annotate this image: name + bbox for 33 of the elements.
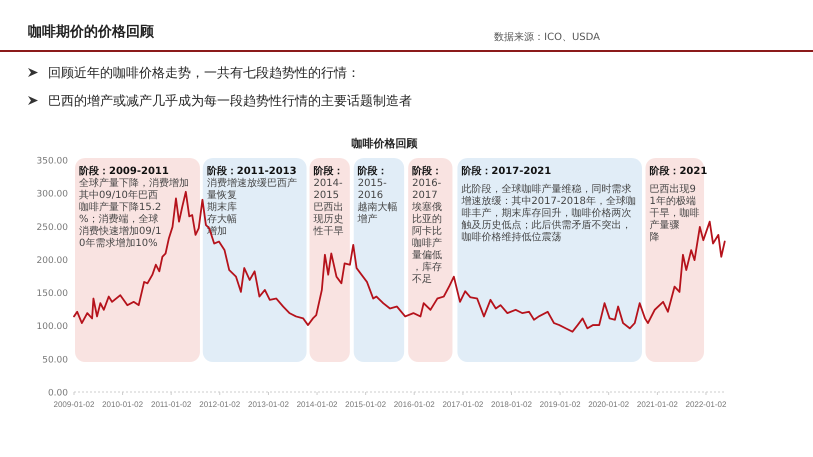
x-tick-label: 2020-01-02: [588, 400, 630, 409]
x-tick-label: 2009-01-02: [54, 400, 96, 409]
text: 巴西的增产或减产几乎成为每一段趋势性行情的主要话题制造者: [48, 93, 412, 109]
y-tick-label: 100.00: [36, 322, 68, 332]
y-tick-label: 300.00: [36, 190, 68, 200]
x-tick-label: 2016-01-02: [394, 400, 436, 409]
band-label: 阶段：2021 巴西出现91年的极端干旱，咖啡产量骤降: [649, 165, 708, 243]
band-label: 阶段： 2015- 2016 越南大幅增产: [356, 165, 398, 225]
band-label: 阶段： 2014- 2015 巴西出现历史性干旱: [312, 165, 344, 237]
x-tick-label: 2015-01-02: [345, 400, 387, 409]
x-tick-label: 2012-01-02: [199, 400, 241, 409]
x-tick-label: 2014-01-02: [296, 400, 338, 409]
x-tick-label: 2013-01-02: [248, 400, 290, 409]
y-tick-label: 0.00: [48, 388, 68, 398]
band-label: 阶段：2017-2021 此阶段，全球咖啡产量维稳，同时需求增速放缓：其中2017-2018年，全球咖啡丰产，期末库存回升，咖啡价格两次触及历史低点；此后供需矛盾不突出，咖啡价格维持低位震荡: [460, 165, 636, 243]
text: 回顾近年的咖啡价格走势，一共有七段趋势性的行情：: [48, 66, 360, 81]
source-note: 数据来源：ICO、USDA: [494, 31, 600, 43]
band-label: 阶段：2009-2011 全球产量下降，消费增加其中09/10年巴西咖啡产量下降15.2%；消费端，全球消费快速增加09/10年需求增加10%: [79, 165, 189, 249]
x-tick-label: 2019-01-02: [540, 400, 582, 409]
text: 阶段： 2016- 2017 埃塞俄比亚的阿卡比咖啡产量偏低，库存不足: [412, 166, 442, 285]
chart-subtitle: 咖啡价格回顾: [352, 137, 418, 150]
x-tick-label: 2022-01-02: [686, 400, 727, 409]
x-tick-label: 2010-01-02: [102, 400, 144, 409]
y-tick-label: 350.00: [36, 156, 68, 166]
chart-title: 咖啡期价的价格回顾: [28, 24, 155, 40]
x-tick-label: 2017-01-02: [442, 400, 484, 409]
y-tick-label: 250.00: [36, 222, 68, 233]
x-tick-label: 2018-01-02: [491, 400, 533, 409]
x-tick-label: 2011-01-02: [151, 400, 192, 409]
y-tick-label: 50.00: [42, 355, 68, 366]
x-tick-label: 2021-01-02: [636, 400, 678, 409]
y-tick-label: 150.00: [36, 289, 68, 300]
y-tick-label: 200.00: [36, 256, 68, 266]
